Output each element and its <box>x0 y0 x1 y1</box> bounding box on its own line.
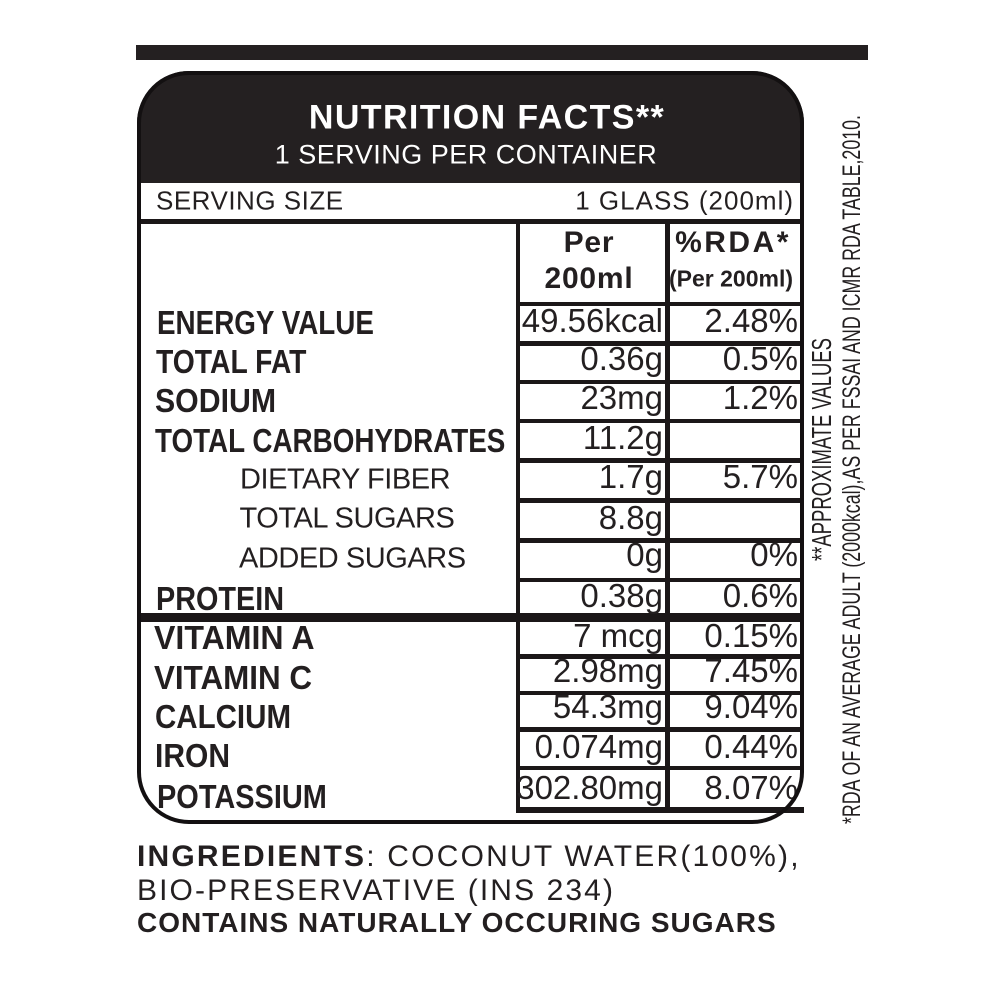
svg-text:**APPROXIMATE VALUES: **APPROXIMATE VALUES <box>806 338 837 561</box>
svg-text:*RDA OF AN AVERAGE ADULT (2000: *RDA OF AN AVERAGE ADULT (2000kcal),AS P… <box>838 115 866 824</box>
